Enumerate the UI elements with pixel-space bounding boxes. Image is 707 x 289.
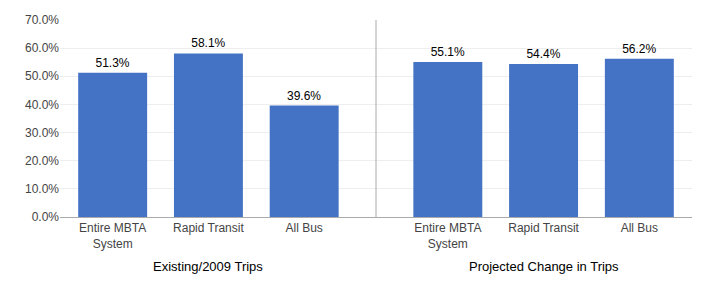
svg-text:0.0%: 0.0% [32,210,60,224]
svg-text:56.2%: 56.2% [622,42,656,56]
svg-text:30.0%: 30.0% [25,126,59,140]
svg-text:Rapid Transit: Rapid Transit [508,221,579,235]
svg-text:58.1%: 58.1% [191,36,225,50]
svg-text:50.0%: 50.0% [25,69,59,83]
svg-text:Existing/2009 Trips: Existing/2009 Trips [153,259,263,274]
svg-text:All Bus: All Bus [286,221,323,235]
svg-text:55.1%: 55.1% [431,45,465,59]
svg-text:40.0%: 40.0% [25,98,59,112]
svg-text:20.0%: 20.0% [25,154,59,168]
svg-text:60.0%: 60.0% [25,41,59,55]
svg-text:Entire MBTASystem: Entire MBTASystem [414,221,481,251]
svg-text:70.0%: 70.0% [25,13,59,27]
svg-text:10.0%: 10.0% [25,182,59,196]
svg-text:54.4%: 54.4% [526,47,560,61]
svg-text:Rapid Transit: Rapid Transit [173,221,244,235]
svg-text:All Bus: All Bus [621,221,658,235]
svg-text:Entire MBTASystem: Entire MBTASystem [79,221,146,251]
svg-text:Projected Change in Trips: Projected Change in Trips [469,259,619,274]
svg-text:39.6%: 39.6% [287,89,321,103]
svg-text:51.3%: 51.3% [95,56,129,70]
